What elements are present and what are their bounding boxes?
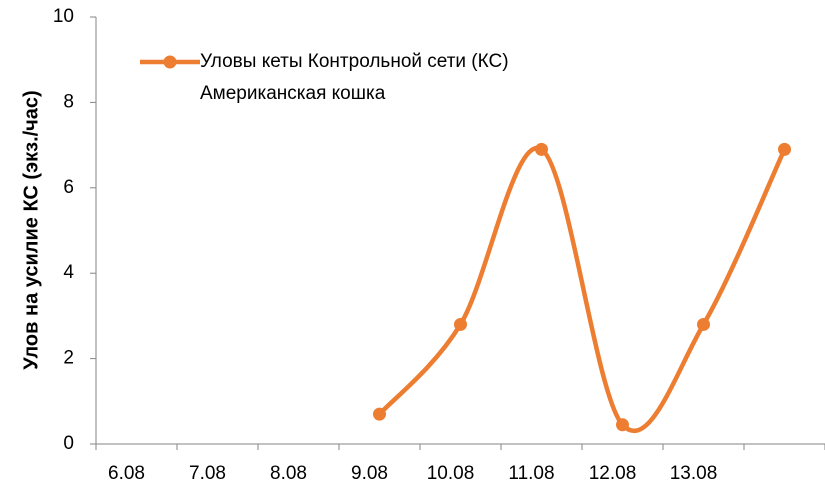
x-tick-label: 9.08 [351, 463, 388, 484]
y-tick-label: 4 [63, 262, 74, 283]
x-tick-label: 13.08 [670, 463, 718, 484]
data-point [616, 418, 629, 432]
data-point [697, 317, 710, 331]
data-point [373, 407, 386, 421]
x-tick-label: 7.08 [189, 463, 226, 484]
legend-marker [163, 55, 177, 69]
x-tick-label: 6.08 [108, 463, 145, 484]
y-axis-label: Улов на усилие КС (экз./час) [20, 90, 42, 369]
data-point [778, 142, 791, 156]
x-tick-label: 12.08 [589, 463, 637, 484]
legend-entry: Уловы кеты Контрольной сети (КС) Америка… [200, 51, 509, 104]
y-tick-label: 6 [63, 177, 74, 198]
y-tick-label: 2 [63, 348, 74, 369]
x-tick-label: 11.08 [508, 463, 554, 484]
y-tick-label: 0 [63, 433, 74, 454]
series-line [377, 145, 787, 434]
x-tick-label: 10.08 [427, 463, 475, 484]
data-point [535, 142, 548, 156]
y-tick-label: 8 [63, 91, 74, 112]
data-point [454, 317, 467, 331]
y-tick-label: 10 [53, 6, 74, 27]
legend-label: Уловы кеты Контрольной сети (КС) Америка… [200, 51, 509, 104]
x-tick-label: 8.08 [270, 463, 307, 484]
